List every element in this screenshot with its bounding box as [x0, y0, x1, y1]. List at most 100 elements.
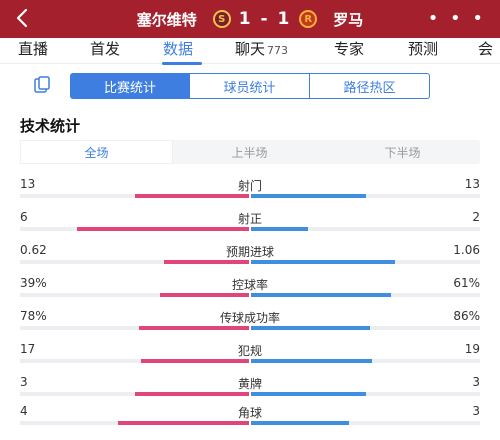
- home-value: 39%: [20, 276, 47, 290]
- away-value: 13: [464, 177, 480, 191]
- tab-chat[interactable]: 聊天 773: [235, 38, 288, 64]
- away-value: 19: [464, 342, 480, 356]
- match-header: 塞尔维特 S 1 - 1 R 罗马 • • •: [0, 0, 500, 38]
- home-value: 13: [20, 177, 36, 191]
- stat-label: 黄牌: [237, 377, 262, 391]
- home-bar-track: [20, 227, 249, 231]
- period-first-half[interactable]: 上半场: [231, 145, 268, 160]
- away-bar: [251, 359, 373, 363]
- stat-row: 4 角球 3: [20, 404, 480, 440]
- away-bar-track: [251, 260, 480, 264]
- stat-label: 角球: [237, 406, 262, 420]
- away-value: 86%: [453, 309, 480, 323]
- more-menu-icon[interactable]: • • •: [427, 8, 486, 29]
- tab-label: 首发: [90, 40, 121, 58]
- active-tab-indicator: [162, 62, 202, 65]
- stat-row: 13 射门 13: [20, 177, 480, 213]
- away-team-name: 罗马: [333, 10, 364, 29]
- back-icon[interactable]: [8, 3, 38, 33]
- home-bar-track: [20, 293, 249, 297]
- away-team-crest-icon: R: [299, 10, 318, 28]
- home-value: 4: [20, 404, 28, 418]
- segment-match-stats[interactable]: 比赛统计: [70, 73, 190, 99]
- away-bar: [251, 293, 391, 297]
- stat-row: 78% 传球成功率 86%: [20, 309, 480, 345]
- section-title: 技术统计: [20, 117, 81, 135]
- stat-label: 射门: [237, 179, 262, 193]
- clipboard-icon[interactable]: [32, 75, 52, 95]
- stat-row: 6 射正 2: [20, 210, 480, 246]
- chat-count: 773: [267, 44, 289, 57]
- match-score: 1 - 1: [238, 9, 292, 29]
- tab-data[interactable]: 数据: [163, 38, 193, 64]
- home-bar: [118, 421, 249, 425]
- stat-label: 犯规: [237, 344, 262, 358]
- home-team-crest-icon: S: [212, 10, 231, 28]
- away-value: 3: [472, 375, 480, 389]
- home-bar-track: [20, 359, 249, 363]
- home-bar: [134, 392, 249, 396]
- home-bar: [159, 293, 249, 297]
- stat-label: 控球率: [231, 278, 268, 292]
- away-bar-track: [251, 194, 480, 198]
- tab-label: 预测: [408, 40, 439, 58]
- stat-row: 39% 控球率 61%: [20, 276, 480, 312]
- home-bar-track: [20, 421, 249, 425]
- stat-row: 0.62 预期进球 1.06: [20, 243, 480, 279]
- home-bar: [164, 260, 249, 264]
- match-title: 塞尔维特 S 1 - 1 R 罗马: [0, 0, 500, 38]
- away-value: 61%: [453, 276, 480, 290]
- home-team-name: 塞尔维特: [136, 10, 197, 29]
- home-bar: [77, 227, 249, 231]
- home-bar-track: [20, 260, 249, 264]
- tab-label: 会: [478, 40, 494, 58]
- away-bar-track: [251, 293, 480, 297]
- tab-label: 直播: [18, 40, 49, 58]
- away-bar: [251, 227, 309, 231]
- tab-label: 专家: [334, 40, 365, 58]
- tab-predict[interactable]: 预测: [408, 38, 438, 64]
- home-bar: [141, 359, 249, 363]
- period-second-half[interactable]: 下半场: [384, 145, 421, 160]
- tab-live[interactable]: 直播: [18, 38, 48, 64]
- away-value: 3: [472, 404, 480, 418]
- home-value: 78%: [20, 309, 47, 323]
- away-bar: [251, 326, 371, 330]
- stat-row: 17 犯规 19: [20, 342, 480, 378]
- home-bar-track: [20, 326, 249, 330]
- away-bar-track: [251, 421, 480, 425]
- tab-lineup[interactable]: 首发: [90, 38, 120, 64]
- away-bar-track: [251, 326, 480, 330]
- home-bar: [139, 326, 249, 330]
- away-value: 1.06: [453, 243, 480, 257]
- tab-expert[interactable]: 专家: [334, 38, 364, 64]
- tab-label: 数据: [163, 40, 194, 58]
- period-tabs: 全场 上半场 下半场: [20, 140, 480, 164]
- tab-label: 聊天: [235, 40, 266, 58]
- away-value: 2: [472, 210, 480, 224]
- away-bar: [251, 194, 366, 198]
- home-bar: [134, 194, 249, 198]
- home-value: 6: [20, 210, 28, 224]
- home-value: 3: [20, 375, 28, 389]
- stat-label: 射正: [237, 212, 262, 226]
- home-bar-track: [20, 194, 249, 198]
- stat-row: 3 黄牌 3: [20, 375, 480, 411]
- segment-player-stats[interactable]: 球员统计: [190, 73, 310, 99]
- home-value: 17: [20, 342, 36, 356]
- home-bar-track: [20, 392, 249, 396]
- away-bar-track: [251, 392, 480, 396]
- stat-label: 预期进球: [225, 245, 274, 259]
- stat-label: 传球成功率: [219, 311, 280, 325]
- stats-type-bar: 比赛统计 球员统计 路径热区: [0, 70, 500, 100]
- away-bar-track: [251, 359, 480, 363]
- segment-heatmap[interactable]: 路径热区: [310, 73, 430, 99]
- away-bar: [251, 260, 396, 264]
- period-full[interactable]: 全场: [20, 140, 173, 164]
- tab-member[interactable]: 会: [478, 38, 493, 64]
- home-value: 0.62: [20, 243, 47, 257]
- away-bar: [251, 421, 350, 425]
- away-bar: [251, 392, 366, 396]
- away-bar-track: [251, 227, 480, 231]
- match-tabs: 直播 首发 数据 聊天 773 专家 预测 会: [0, 38, 500, 64]
